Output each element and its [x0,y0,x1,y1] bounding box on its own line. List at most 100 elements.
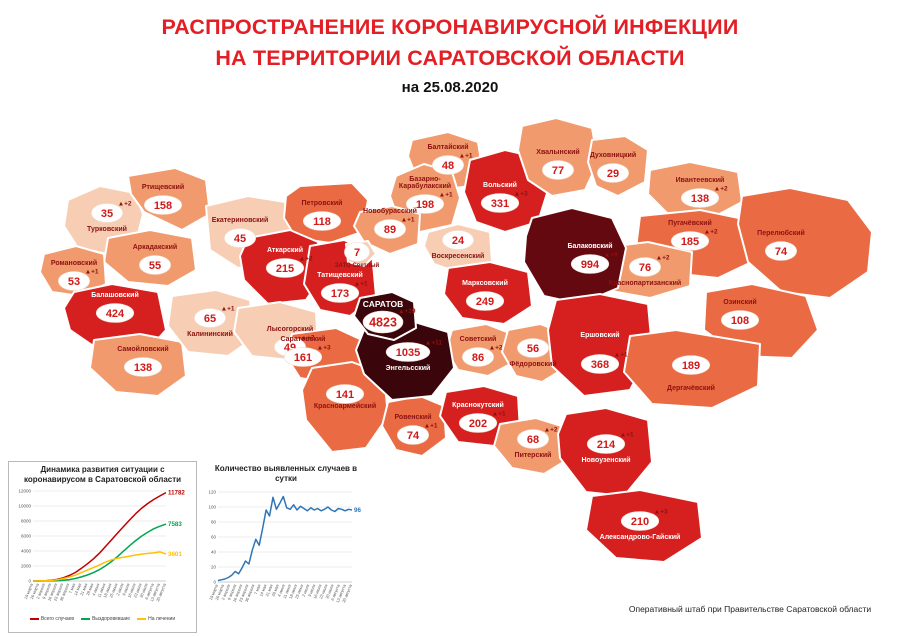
case-badge-atkarsky [265,258,305,278]
y-tick-label: 10000 [18,504,31,509]
case-count-balakovsky: 994 [581,259,600,271]
x-tick-label: 23 апреля [238,584,250,603]
district-marker-novoburassky: Новобурасский 89 ▲+1 [363,207,417,239]
case-count-khvalynsky: 77 [552,165,564,177]
case-count-perelyubsky: 74 [775,246,788,258]
case-badge-rovensky [396,425,429,445]
district-label-krasnopartizansky: Краснопартизанский [609,279,681,287]
district-marker-ozinsky: Озинский 108 [720,298,760,330]
case-delta-volsky: ▲+3 [514,191,528,198]
case-badge-krasnoarmeysky [325,384,365,404]
district-label-baltaysky: Балтайский [428,143,469,151]
district-marker-dukhovnitsky: Духовницкий 29 [590,151,636,183]
district-label-marksovsky: Марксовский [462,279,508,287]
district-marker-atkarsky: Аткарский 215 ▲+2 [265,246,313,278]
district-label-perelyubsky: Перелюбский [757,229,805,237]
case-delta-romanovsky: ▲+1 [85,269,99,276]
cumulative-chart: Динамика развития ситуации с коронавирус… [8,461,197,633]
district-marker-romanovsky: Романовский 53 ▲+1 [51,259,99,291]
case-badge-krasnopartizansky [628,257,661,277]
case-count-atkarsky: 215 [276,263,294,275]
case-delta-novoburassky: ▲+1 [401,217,415,224]
district-marker-engelssky: Энгельсский 1035 ▲+11 [386,340,443,373]
case-delta-turkovsky: ▲+2 [118,201,132,208]
total-series-swatch [29,618,39,620]
case-badge-petrovsky [302,211,342,231]
case-badge-novouzensky [586,434,626,454]
case-count-aleksandrovo_gaysky: 210 [631,516,649,528]
case-count-petrovsky: 118 [313,216,331,228]
district-label-khvalynsky: Хвалынский [536,148,579,156]
case-badge-ozinsky [720,310,760,330]
x-tick-label: 2 апреля [220,584,231,601]
case-badge-turkovsky [91,203,124,223]
case-delta-saratov_city: ▲+39 [398,308,416,315]
district-marker-rovensky: Ровенский 74 ▲+1 [394,413,438,445]
series-line-Выявлено за сутки [217,495,353,582]
case-count-balashovsky: 424 [106,308,125,320]
district-marker-bazarno_karabulaksky: Базарно-Карабулакский 198 ▲+1 [399,176,453,214]
series-end-label-Выздоровевшие: 7583 [168,521,182,528]
x-tick-label: 7 мая [68,583,77,595]
district-label-atkarsky: Аткарский [267,246,303,254]
case-count-fedorovsky: 56 [527,343,539,355]
x-tick-label: 21 мая [264,584,273,598]
district-marker-tatishchevsky: Татищевский 173 ▲+1 [317,271,368,303]
case-count-dukhovnitsky: 29 [607,168,619,180]
x-tick-label: 9 апреля [41,583,52,600]
district-label-kalininsky: Калининский [187,330,233,338]
case-delta-krasnopartizansky: ▲+2 [656,255,670,262]
x-tick-label: 18 июня [102,583,112,599]
x-tick-label: 9 апреля [226,584,237,601]
case-count-marksovsky: 249 [476,296,494,308]
case-count-ershovsky: 368 [591,359,609,371]
case-delta-rovensky: ▲+1 [424,423,438,430]
case-count-bazarno_karabulaksky: 198 [416,199,434,211]
recovered-series-swatch [81,618,91,620]
district-marker-marksovsky: Марксовский 249 [462,279,508,311]
y-tick-label: 60 [211,535,217,540]
x-tick-label: 23 июля [318,584,328,600]
district-marker-pugachevsky: Пугачёвский 185 ▲+2 [668,219,718,251]
case-count-dergachevsky: 189 [682,360,700,372]
legend-item-total: Всего случаев [29,616,74,622]
case-delta-sovetsky: ▲+2 [489,345,503,352]
district-label-arkadaksky: Аркадакский [133,243,177,251]
x-tick-label: 19 марта [208,583,219,601]
title-line1: РАСПРОСТРАНЕНИЕ КОРОНАВИРУСНОЙ ИНФЕКЦИИ [161,15,739,39]
case-badge-khvalynsky [541,160,574,180]
case-badge-novoburassky [373,219,406,239]
case-count-ivanteevsky: 138 [691,193,709,205]
case-badge-krasnokutsky [458,413,498,433]
case-badge-ekaterinovsky [224,228,257,248]
case-count-volsky: 331 [491,198,509,210]
district-marker-krasnokutsky: Краснокутский 202 ▲+1 [452,401,506,433]
case-count-ekaterinovsky: 45 [234,233,246,245]
case-delta-engelssky: ▲+11 [425,340,442,347]
case-count-baltaysky: 48 [442,160,454,172]
case-delta-lysogorsky: ▲+2 [301,335,315,342]
case-badge-perelyubsky [764,241,797,261]
x-tick-label: 23 апреля [52,583,64,602]
district-shape-khvalynsky [517,117,599,197]
case-count-sovetsky: 86 [472,352,484,364]
district-label-engelssky: Энгельсский [386,364,431,372]
case-badge-tatishchevsky [320,283,360,303]
x-tick-label: 25 июня [108,583,118,599]
case-count-zato_svetly: 7 [354,247,360,259]
case-count-novoburassky: 89 [384,224,396,236]
district-label-turkovsky: Турковский [87,225,127,233]
district-marker-sovetsky: Советский 86 ▲+2 [460,335,503,367]
x-tick-label: 4 июня [276,584,285,598]
x-tick-label: 2 июля [115,583,124,597]
recovered-series-label: Выздоровевшие [92,616,131,622]
cumulative-chart-legend: Всего случаев Выздоровевшие На лечении [9,616,196,622]
case-delta-bazarno_karabulaksky: ▲+1 [439,192,453,199]
district-label-sovetsky: Советский [460,335,497,343]
case-delta-saratovsky: ▲+3 [317,345,331,352]
district-label-krasnoarmeysky: Красноармейский [314,402,376,410]
x-tick-label: 11 июня [96,583,106,599]
case-badge-arkadaksky [139,255,172,275]
